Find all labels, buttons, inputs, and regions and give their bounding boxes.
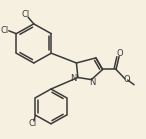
Text: Cl: Cl — [1, 26, 9, 35]
Text: Cl: Cl — [28, 119, 36, 128]
Text: N: N — [71, 74, 77, 83]
Text: O: O — [124, 75, 130, 84]
Text: O: O — [117, 49, 123, 58]
Text: Cl: Cl — [21, 10, 30, 19]
Text: N: N — [89, 78, 96, 87]
